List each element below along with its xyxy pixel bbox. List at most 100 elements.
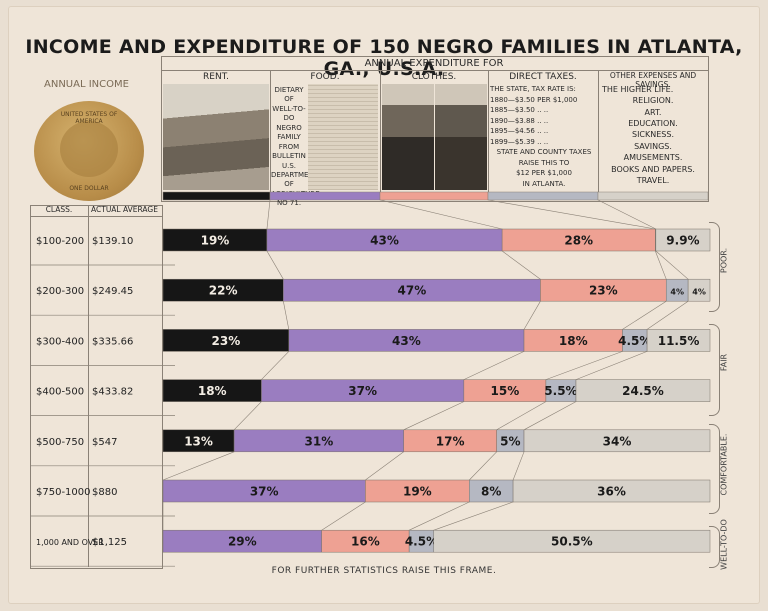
tax-rate: $4.56 .. .. bbox=[514, 127, 549, 135]
dollar-seal-icon: UNITED STATES OF AMERICA ONE DOLLAR bbox=[34, 101, 144, 201]
class-label: $300-400 bbox=[36, 336, 84, 347]
bar-value-label: 11.5% bbox=[658, 334, 700, 348]
connector-line bbox=[655, 250, 667, 280]
header-col-divider bbox=[488, 70, 489, 200]
bar-value-label: 5% bbox=[500, 434, 520, 448]
legend-swatch-other bbox=[597, 191, 709, 201]
food-note-line: NO 71. bbox=[276, 199, 302, 208]
col-taxes-label: DIRECT TAXES. bbox=[509, 72, 577, 82]
tax-rate-row: 1895—$4.56 .. .. bbox=[490, 127, 549, 135]
other-note-line: SAVINGS. bbox=[634, 141, 672, 151]
col-rent-label: RENT. bbox=[203, 72, 229, 82]
bar-segment-other bbox=[575, 379, 711, 402]
bar-value-label: 19% bbox=[201, 234, 230, 248]
legend-swatch-rent bbox=[162, 191, 271, 201]
other-note-line: RELIGION. bbox=[632, 96, 674, 106]
other-note-line: ART. bbox=[644, 107, 662, 117]
tax-year: 1899 bbox=[490, 137, 508, 146]
portrait-woman-photo bbox=[435, 84, 487, 190]
bar-segment-other bbox=[687, 278, 711, 302]
class-label: $500-750 bbox=[36, 437, 84, 448]
connector-line bbox=[266, 199, 271, 230]
class-label: $200-300 bbox=[36, 286, 84, 297]
bar-value-label: 16% bbox=[351, 535, 380, 549]
annual-expenditure-label: ANNUAL EXPENDITURE FOR bbox=[364, 58, 504, 69]
connector-line bbox=[365, 451, 404, 481]
class-table-divider bbox=[88, 205, 89, 567]
food-note-line: FAMILY bbox=[277, 133, 301, 142]
connector-line bbox=[501, 250, 541, 280]
eagle-emblem-icon bbox=[60, 121, 118, 177]
header-col-divider bbox=[598, 70, 599, 200]
average-label: $433.82 bbox=[92, 387, 133, 398]
other-note-line: BOOKS AND PAPERS. bbox=[611, 164, 695, 174]
food-note-line: WELL-TO-DO bbox=[272, 104, 306, 123]
bar-value-label: 43% bbox=[392, 334, 421, 348]
legend-swatch-taxes bbox=[487, 191, 599, 201]
connector-line bbox=[233, 401, 262, 431]
tax-rate: $3.88 .. .. bbox=[514, 116, 549, 125]
bar-value-label: 22% bbox=[209, 284, 238, 298]
bar-value-label: 15% bbox=[491, 384, 520, 398]
tax-note-lead: THE STATE, TAX RATE IS: bbox=[490, 85, 576, 93]
col-average-label: ACTUAL AVERAGE bbox=[91, 205, 158, 214]
other-note: THE HIGHER LIFE. RELIGION. ART. EDUCATIO… bbox=[600, 84, 706, 186]
bar-segment-other bbox=[512, 479, 711, 503]
bar-segment-other bbox=[433, 529, 711, 553]
food-note-line: OF bbox=[284, 180, 294, 189]
footer-note: FOR FURTHER STATISTICS RAISE THIS FRAME. bbox=[271, 566, 497, 576]
other-note-line: TRAVEL. bbox=[636, 175, 670, 185]
bar-value-label: 18% bbox=[198, 384, 227, 398]
class-label: $750-1000 bbox=[36, 487, 91, 498]
food-note-line: U.S. bbox=[281, 161, 297, 170]
annual-income-label: ANNUAL INCOME bbox=[44, 79, 129, 90]
bar-segment-other bbox=[646, 329, 711, 352]
tax-rate: $5.39 .. .. bbox=[514, 137, 549, 146]
bar-value-label: 43% bbox=[370, 234, 399, 248]
col-class-label: CLASS. bbox=[45, 205, 73, 214]
header-divider bbox=[161, 70, 708, 71]
food-note-line: FROM bbox=[278, 142, 300, 151]
tax-year: 1895 bbox=[490, 127, 508, 135]
bar-segment-other bbox=[523, 429, 711, 453]
chart-title: INCOME AND EXPENDITURE OF 150 NEGRO FAMI… bbox=[25, 36, 743, 80]
food-note-line: NEGRO bbox=[276, 123, 302, 132]
average-label: $547 bbox=[92, 437, 117, 448]
tax-note: THE STATE, TAX RATE IS: 1880—$3.50 PER $… bbox=[490, 84, 598, 189]
bar-value-label: 4% bbox=[692, 288, 706, 297]
bar-value-label: 18% bbox=[559, 334, 588, 348]
bar-value-label: 24.5% bbox=[622, 384, 664, 398]
tax-county-line: STATE AND COUNTY TAXES bbox=[496, 148, 592, 156]
bar-value-label: 17% bbox=[436, 434, 465, 448]
connector-line bbox=[597, 199, 656, 230]
dietary-bulletin-document bbox=[308, 84, 378, 190]
bar-value-label: 19% bbox=[403, 485, 432, 499]
header-col-divider bbox=[380, 70, 381, 200]
tax-county-line: $12 PER $1,000 bbox=[516, 169, 572, 177]
bar-value-label: 28% bbox=[564, 234, 593, 248]
portrait-man-photo bbox=[382, 84, 434, 190]
tax-county-line: IN ATLANTA. bbox=[522, 179, 566, 188]
bar-value-label: 9.9% bbox=[666, 234, 699, 248]
bar-value-label: 13% bbox=[184, 434, 213, 448]
average-label: $1,125 bbox=[92, 537, 127, 548]
food-note-line: DIETARY OF bbox=[274, 86, 304, 104]
bar-segment-other bbox=[655, 228, 711, 252]
connector-line bbox=[283, 301, 290, 330]
rent-house-photo bbox=[163, 84, 269, 190]
other-note-line: AMUSEMENTS. bbox=[623, 153, 683, 163]
other-note-line: THE HIGHER LIFE. bbox=[602, 85, 674, 94]
class-label: $400-500 bbox=[36, 387, 84, 398]
class-table-header-line bbox=[30, 216, 162, 217]
connector-line bbox=[321, 501, 366, 531]
tax-year: 1885 bbox=[490, 106, 508, 114]
group-bracket-fair bbox=[709, 324, 720, 416]
bar-value-label: 4.5% bbox=[618, 334, 651, 348]
connector-line bbox=[575, 351, 648, 380]
connector-line bbox=[469, 451, 497, 481]
class-table-frame bbox=[30, 205, 163, 569]
bar-value-label: 50.5% bbox=[551, 535, 593, 549]
tax-rate: $3.50 .. .. bbox=[514, 106, 549, 114]
other-note-line: SICKNESS. bbox=[631, 130, 674, 140]
